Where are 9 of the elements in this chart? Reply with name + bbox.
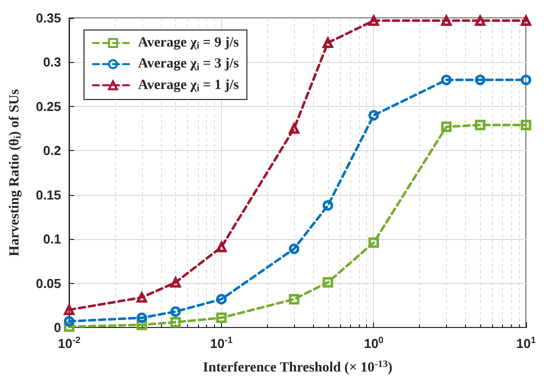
y-tick-label: 0.15	[36, 187, 62, 202]
y-tick-label: 0.25	[36, 98, 62, 114]
y-tick-label: 0.35	[36, 10, 62, 26]
y-tick-label: 0.05	[36, 276, 62, 291]
y-axis-title: Harvesting Ratio (θi) of SUs	[8, 88, 24, 256]
y-tick-label: 0.2	[43, 143, 62, 158]
y-tick-label: 0	[54, 320, 62, 335]
y-tick-label: 0.1	[43, 232, 62, 247]
y-tick-label: 0.3	[43, 54, 62, 70]
